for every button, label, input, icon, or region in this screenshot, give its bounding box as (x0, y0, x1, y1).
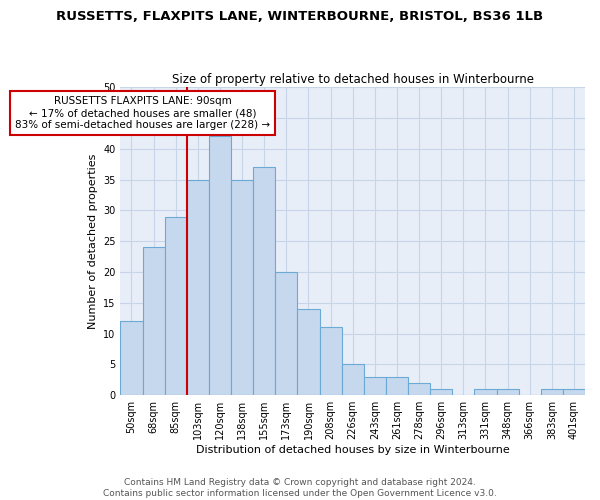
Bar (164, 216, 187, 395)
Bar (121, 322, 143, 395)
Bar (253, 168, 275, 395)
Title: Size of property relative to detached houses in Winterbourne: Size of property relative to detached ho… (172, 73, 534, 86)
Bar (408, 383, 430, 395)
Text: Contains HM Land Registry data © Crown copyright and database right 2024.
Contai: Contains HM Land Registry data © Crown c… (103, 478, 497, 498)
Bar (386, 376, 408, 395)
Bar (497, 389, 518, 395)
Bar (475, 389, 497, 395)
Text: RUSSETTS FLAXPITS LANE: 90sqm
← 17% of detached houses are smaller (48)
83% of s: RUSSETTS FLAXPITS LANE: 90sqm ← 17% of d… (15, 96, 270, 130)
Y-axis label: Number of detached properties: Number of detached properties (88, 154, 98, 329)
Bar (341, 364, 364, 395)
Bar (364, 376, 386, 395)
Bar (187, 180, 209, 395)
Bar (209, 136, 231, 395)
Bar (563, 389, 585, 395)
Bar (298, 309, 320, 395)
Bar (541, 389, 563, 395)
Bar (430, 389, 452, 395)
X-axis label: Distribution of detached houses by size in Winterbourne: Distribution of detached houses by size … (196, 445, 509, 455)
Bar (275, 272, 298, 395)
Bar (231, 180, 253, 395)
Text: RUSSETTS, FLAXPITS LANE, WINTERBOURNE, BRISTOL, BS36 1LB: RUSSETTS, FLAXPITS LANE, WINTERBOURNE, B… (56, 10, 544, 23)
Bar (320, 328, 341, 395)
Bar (143, 248, 164, 395)
